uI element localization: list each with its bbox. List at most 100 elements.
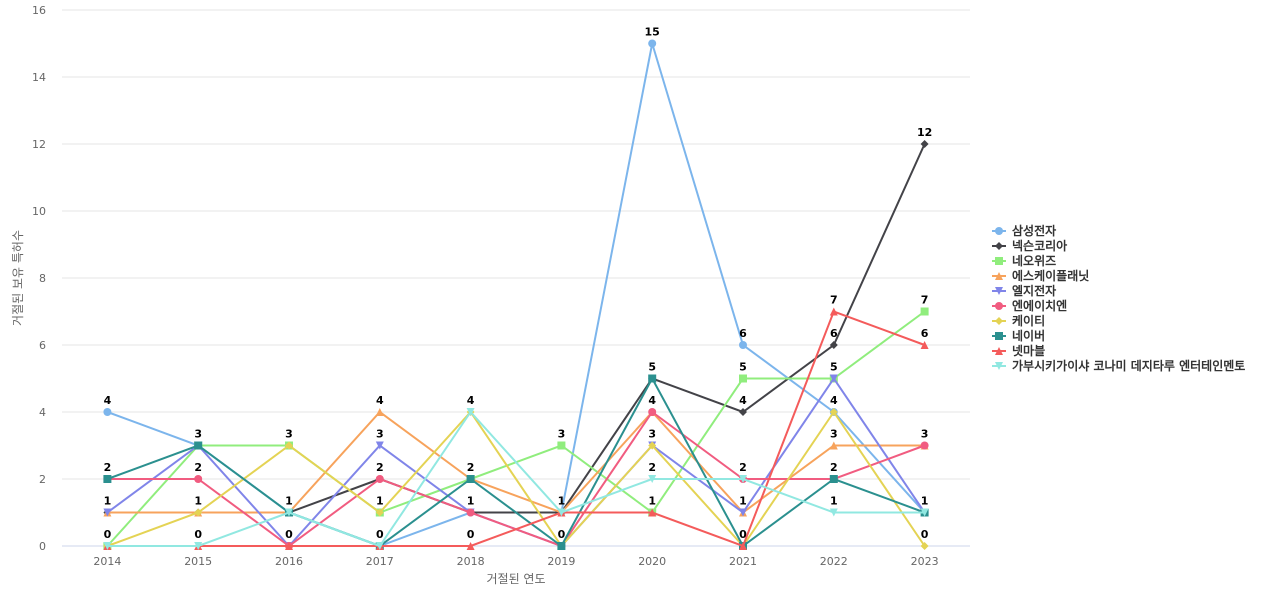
legend-label[interactable]: 네이버	[1012, 328, 1045, 343]
marker	[285, 542, 293, 550]
marker	[375, 441, 384, 450]
data-label: 3	[830, 428, 838, 441]
marker	[995, 257, 1003, 265]
marker	[829, 307, 838, 316]
y-tick-label: 2	[39, 473, 46, 486]
marker	[648, 374, 657, 383]
x-tick-label: 2021	[729, 555, 757, 568]
marker	[829, 341, 838, 349]
data-label: 15	[645, 26, 660, 39]
data-label: 6	[921, 327, 929, 340]
y-tick-label: 8	[39, 272, 46, 285]
marker	[829, 508, 838, 517]
marker	[194, 441, 203, 450]
data-label: 3	[648, 428, 656, 441]
legend-label[interactable]: 엔에이치엔	[1012, 298, 1067, 313]
marker	[648, 408, 657, 416]
data-label: 1	[194, 495, 202, 508]
marker	[995, 362, 1003, 370]
x-tick-label: 2023	[911, 555, 939, 568]
x-tick-label: 2015	[184, 555, 212, 568]
x-tick-label: 2014	[93, 555, 121, 568]
series-line	[106, 310, 926, 547]
marker	[995, 272, 1003, 280]
marker	[466, 508, 475, 517]
data-label: 3	[376, 428, 384, 441]
marker	[829, 408, 838, 416]
data-label: 4	[376, 394, 384, 407]
marker	[103, 508, 112, 517]
data-label: 0	[558, 528, 566, 541]
x-tick-label: 2019	[547, 555, 575, 568]
data-label: 0	[194, 528, 202, 541]
marker	[557, 508, 566, 517]
marker	[995, 332, 1003, 340]
legend-label[interactable]: 삼성전자	[1012, 223, 1056, 238]
data-label: 5	[739, 361, 747, 374]
marker	[466, 408, 475, 416]
legend-label[interactable]: 가부시키가이샤 코나미 데지타루 엔터테인멘토	[1012, 358, 1245, 373]
x-tick-label: 2020	[638, 555, 666, 568]
series-line	[107, 310, 925, 548]
series-line	[107, 43, 926, 548]
data-label: 3	[921, 428, 929, 441]
data-label: 1	[467, 495, 475, 508]
y-tick-label: 14	[32, 71, 46, 84]
marker	[103, 542, 112, 550]
data-label: 6	[739, 327, 747, 340]
data-label: 2	[467, 461, 475, 474]
marker	[920, 140, 929, 148]
x-axis-label: 거절된 연도	[486, 572, 545, 586]
legend-label[interactable]: 넥슨코리아	[1012, 238, 1067, 253]
marker	[920, 508, 929, 517]
x-tick-label: 2022	[820, 555, 848, 568]
data-label: 2	[376, 461, 384, 474]
marker	[829, 475, 838, 483]
data-label: 0	[739, 528, 747, 541]
legend-label[interactable]: 케이티	[1012, 313, 1045, 328]
data-label: 0	[104, 528, 112, 541]
data-label: 0	[467, 528, 475, 541]
data-label: 3	[558, 428, 566, 441]
marker	[995, 317, 1003, 325]
data-label: 2	[648, 461, 656, 474]
x-tick-label: 2018	[457, 555, 485, 568]
marker	[648, 508, 657, 517]
data-label: 2	[104, 461, 112, 474]
marker	[375, 408, 384, 416]
data-label: 2	[194, 461, 202, 474]
data-label: 1	[376, 495, 384, 508]
marker	[375, 508, 384, 517]
y-tick-label: 6	[39, 339, 46, 352]
data-label: 1	[648, 495, 656, 508]
data-label: 3	[194, 428, 202, 441]
marker	[995, 287, 1003, 295]
data-label: 1	[921, 495, 929, 508]
marker	[285, 441, 293, 450]
legend-label[interactable]: 엘지전자	[1012, 283, 1056, 298]
data-label: 1	[285, 495, 293, 508]
data-label: 7	[830, 294, 838, 307]
data-label: 1	[830, 495, 838, 508]
x-tick-label: 2016	[275, 555, 303, 568]
marker	[920, 441, 929, 450]
y-axis-label: 거절된 보유 특허수	[11, 230, 25, 326]
marker	[739, 475, 747, 483]
marker	[739, 542, 747, 550]
marker	[920, 341, 929, 349]
data-label: 0	[376, 528, 384, 541]
data-label: 2	[739, 461, 747, 474]
data-label: 4	[830, 394, 838, 407]
marker	[557, 441, 566, 450]
legend-label[interactable]: 넷마블	[1012, 343, 1045, 358]
marker	[194, 475, 203, 483]
data-label: 5	[648, 361, 656, 374]
data-label: 6	[830, 327, 838, 340]
legend-label[interactable]: 네오위즈	[1012, 253, 1056, 268]
legend-label[interactable]: 에스케이플래닛	[1012, 268, 1089, 283]
data-label: 1	[558, 495, 566, 508]
marker	[375, 542, 384, 550]
y-tick-label: 4	[39, 406, 46, 419]
marker	[103, 408, 112, 416]
marker	[648, 441, 657, 450]
